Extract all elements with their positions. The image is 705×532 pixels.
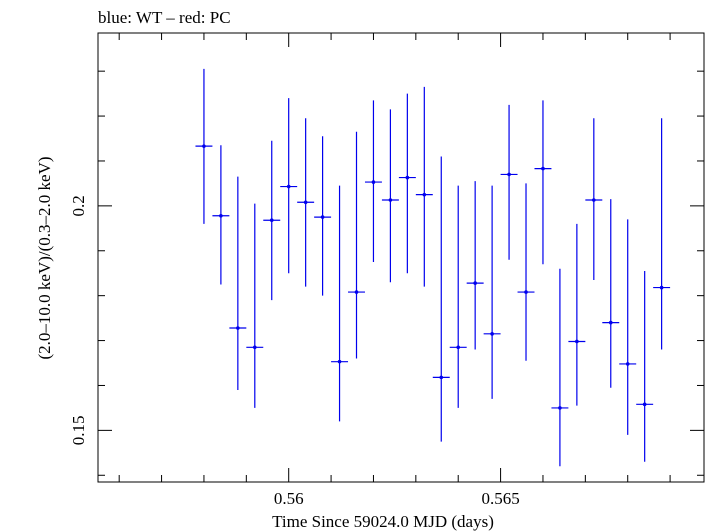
data-marker [659, 285, 664, 290]
data-point [500, 104, 518, 260]
data-point [432, 156, 450, 442]
data-marker [371, 180, 376, 184]
data-marker [202, 144, 206, 148]
data-marker [269, 218, 274, 223]
data-marker [303, 200, 308, 205]
data-point [653, 118, 671, 350]
data-point [263, 140, 281, 301]
data-point [568, 223, 586, 406]
data-marker [592, 198, 596, 202]
data-marker [405, 175, 410, 180]
data-point [364, 100, 382, 262]
data-marker [473, 281, 477, 285]
chart-title: blue: WT – red: PC [98, 8, 231, 27]
data-point [212, 145, 230, 285]
data-series [195, 68, 671, 467]
data-marker [575, 339, 579, 344]
data-marker [541, 166, 545, 171]
data-marker [422, 192, 427, 197]
data-point [466, 181, 484, 350]
data-point [246, 203, 264, 408]
data-marker [507, 172, 511, 177]
data-point [280, 98, 298, 274]
data-point [602, 199, 620, 388]
plot-frame [97, 32, 705, 483]
data-point [314, 136, 332, 296]
data-point [619, 219, 637, 435]
data-point [517, 183, 535, 361]
data-point [195, 68, 213, 224]
y-tick-label: 0.2 [69, 195, 88, 216]
data-marker [490, 332, 494, 336]
y-tick-label: 0.15 [69, 415, 88, 445]
data-point [534, 100, 552, 265]
data-point [297, 118, 315, 287]
x-tick-label: 0.565 [481, 489, 519, 508]
data-point [398, 93, 416, 274]
data-point [585, 118, 603, 280]
x-tick-label: 0.56 [274, 489, 304, 508]
data-marker [608, 320, 613, 325]
data-marker [388, 198, 393, 202]
y-axis-label: (2.0–10.0 keV)/(0.3–2.0 keV) [35, 156, 54, 359]
data-marker [524, 290, 528, 294]
tick-labels: 0.56 0.565 0.15 0.2 [69, 195, 520, 508]
data-marker [286, 184, 291, 189]
data-marker [236, 326, 240, 330]
data-point [348, 131, 365, 359]
data-marker [252, 345, 257, 350]
data-marker [456, 345, 461, 350]
data-point [551, 268, 569, 467]
data-point [415, 86, 433, 287]
data-marker [439, 375, 444, 380]
data-marker [642, 402, 647, 407]
axis-ticks [98, 33, 704, 482]
data-point [636, 270, 654, 462]
data-marker [219, 213, 223, 218]
data-point [229, 176, 247, 390]
data-point [449, 185, 467, 408]
data-marker [558, 406, 562, 410]
data-marker [337, 359, 342, 364]
data-marker [354, 290, 359, 294]
data-marker [320, 215, 325, 219]
data-point [483, 185, 501, 399]
data-marker [625, 362, 630, 366]
x-axis-label: Time Since 59024.0 MJD (days) [272, 512, 494, 531]
data-point [381, 109, 399, 283]
data-point [331, 185, 349, 422]
